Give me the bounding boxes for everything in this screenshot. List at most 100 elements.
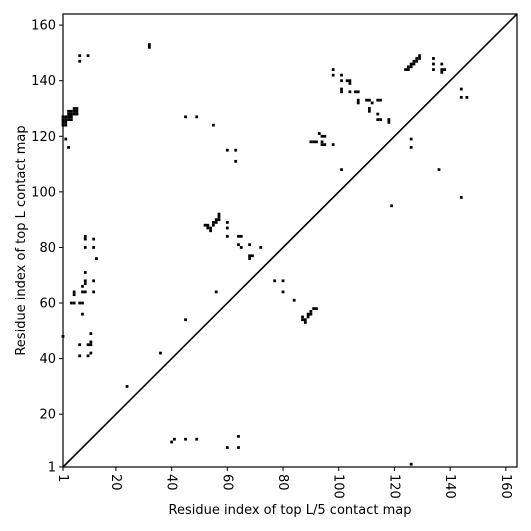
contact-point (348, 82, 352, 85)
contact-point (440, 62, 444, 66)
contact-point (367, 107, 371, 110)
contact-point (72, 109, 76, 113)
contact-point (92, 237, 96, 241)
contact-point (81, 290, 84, 294)
contact-point (78, 301, 82, 305)
contact-point (217, 218, 221, 222)
contact-point (78, 59, 82, 63)
contact-point (348, 90, 352, 94)
contact-point (406, 65, 410, 69)
contact-point (83, 271, 87, 274)
contact-point (409, 462, 413, 466)
contact-point (86, 343, 90, 347)
y-tick-label: 120 (31, 130, 56, 145)
contact-point (173, 437, 176, 441)
contact-point (212, 123, 215, 127)
contact-point (251, 254, 254, 258)
contact-point (237, 243, 240, 247)
y-tick-label: 140 (31, 74, 56, 89)
contact-point (376, 98, 380, 102)
contact-point (312, 307, 316, 310)
contact-point (147, 43, 151, 46)
x-tick-label: 20 (108, 474, 123, 491)
contact-point (239, 246, 243, 249)
contact-point (409, 137, 413, 141)
contact-point (86, 354, 90, 358)
y-tick-label: 100 (31, 185, 56, 200)
contact-point (72, 290, 76, 294)
x-axis-ticks: 1 20 40 60 80 100 120 140 160 (55, 467, 513, 499)
contact-point (86, 54, 90, 58)
contact-point (273, 279, 277, 283)
contact-point (239, 234, 243, 238)
contact-point (72, 301, 76, 305)
contact-point (234, 148, 238, 152)
contact-point (315, 307, 318, 310)
contact-point (64, 120, 68, 124)
contact-point (320, 134, 324, 138)
contact-point (406, 68, 410, 71)
contact-point (376, 112, 380, 116)
contact-point (234, 159, 238, 163)
contact-point (387, 120, 391, 124)
contact-point (206, 223, 210, 227)
contact-point (356, 90, 360, 94)
contact-point (465, 95, 469, 99)
contact-point (69, 109, 73, 113)
y-tick-label: 160 (31, 19, 56, 34)
contact-point (64, 118, 68, 121)
contact-point (81, 284, 84, 288)
contact-point (184, 437, 187, 441)
contact-point (409, 62, 413, 66)
contact-point (209, 226, 213, 230)
contact-point (259, 246, 263, 249)
contact-point (237, 234, 240, 238)
x-tick-label: 80 (275, 474, 290, 491)
plot-frame (62, 13, 518, 468)
contact-point (83, 234, 87, 238)
x-tick-label: 120 (386, 474, 401, 499)
contact-point (340, 90, 343, 94)
x-tick-label: 40 (164, 474, 179, 491)
contact-point (72, 112, 76, 116)
contact-point (67, 115, 70, 119)
contact-point (331, 68, 335, 71)
contact-point (415, 59, 419, 63)
diagonal-line-layer (62, 13, 518, 468)
contact-point (409, 65, 413, 69)
contact-point (225, 234, 229, 238)
contact-point (72, 293, 76, 297)
contact-point (225, 226, 229, 230)
contact-point (195, 437, 199, 441)
contact-point (320, 140, 324, 144)
contact-point (248, 254, 252, 258)
contact-point (418, 57, 421, 60)
contact-point (81, 312, 84, 316)
contact-point (92, 279, 96, 283)
contact-point (214, 221, 218, 224)
contact-point (432, 68, 435, 71)
y-tick-label: 60 (39, 297, 56, 312)
contact-point (320, 143, 324, 147)
contact-point (345, 79, 349, 83)
contact-point (418, 54, 421, 58)
contact-point (323, 143, 327, 147)
contact-point (354, 90, 357, 94)
contact-point (437, 168, 441, 172)
contact-point (331, 73, 335, 77)
contact-point (159, 351, 162, 355)
contact-point (217, 215, 221, 219)
contact-point (72, 107, 76, 110)
contact-point (78, 354, 82, 358)
contact-point (404, 68, 407, 71)
contact-point (309, 309, 313, 313)
contact-point (459, 95, 463, 99)
contact-point (212, 221, 215, 224)
contact-point (306, 312, 310, 316)
contact-point (248, 243, 252, 247)
contact-point (379, 98, 382, 102)
contact-point (69, 115, 73, 119)
contact-point (83, 282, 87, 285)
contact-point (184, 318, 187, 322)
contact-point (301, 315, 304, 319)
